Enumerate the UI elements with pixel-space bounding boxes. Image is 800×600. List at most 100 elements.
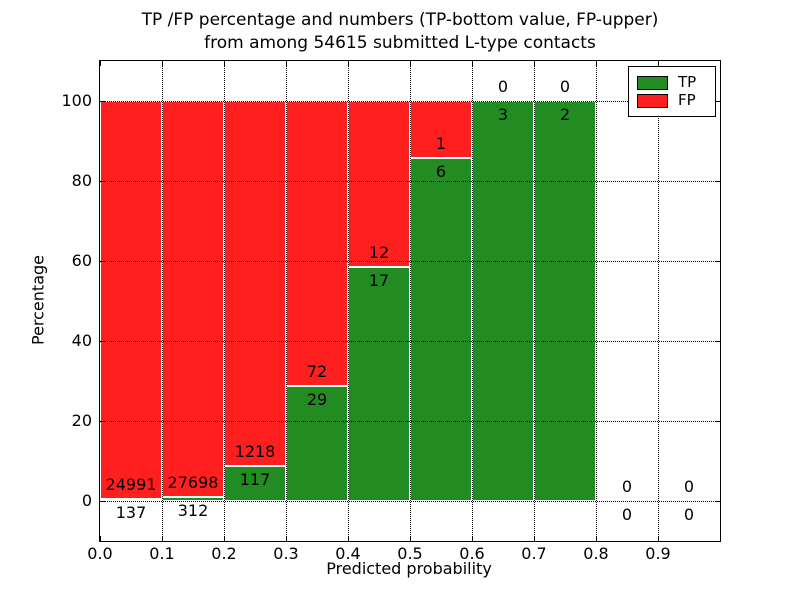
bar-count-label-tp: 3: [497, 105, 509, 124]
x-tick-mark-bottom: [596, 536, 597, 541]
bar-count-label-fp: 12: [368, 242, 390, 262]
bar-count-label-fp: 72: [306, 362, 328, 382]
bar-count-label-fp: 24991: [105, 474, 157, 494]
bar-segment-tp: [410, 158, 472, 501]
bar-segment-fp: [348, 101, 410, 267]
y-tick-mark-left: [100, 181, 105, 182]
x-tick-mark-bottom: [658, 536, 659, 541]
plot-area: 24991 137 27698 312 1218 117 72 29 12 17 1 6 0 3 0 2 0 0 0…: [61, 60, 721, 563]
legend-swatch-tp-icon: [637, 75, 668, 90]
x-tick-mark-top: [534, 61, 535, 66]
bar-segment-tp: [472, 101, 534, 501]
bar-count-label-tp: 0: [621, 505, 633, 524]
bar-segment-tp: [224, 465, 286, 501]
y-tick-label: 0: [81, 491, 92, 510]
x-tick-mark-bottom: [348, 536, 349, 541]
bar-count-label-tp: 2: [559, 105, 571, 124]
x-tick-label: 0.4: [335, 544, 361, 563]
x-tick-mark-bottom: [162, 536, 163, 541]
x-tick-label: 0.1: [149, 544, 175, 563]
x-tick-label: 0.2: [211, 544, 237, 563]
x-tick-mark-top: [162, 61, 163, 66]
bar-count-label-fp: 0: [559, 77, 571, 96]
x-tick-mark-bottom: [100, 536, 101, 541]
x-tick-mark-bottom: [472, 536, 473, 541]
x-tick-mark-top: [658, 61, 659, 66]
chart-title-line-2: from among 54615 submitted L-type contac…: [204, 33, 596, 53]
x-axis-label: Predicted probability: [326, 559, 492, 578]
x-tick-label: 0.9: [645, 544, 671, 563]
x-tick-label: 0.8: [583, 544, 609, 563]
y-tick-label: 20: [71, 411, 92, 430]
x-tick-mark-top: [224, 61, 225, 66]
y-tick-mark-right: [715, 101, 720, 102]
gridline-vertical: [657, 61, 659, 541]
y-tick-mark-right: [715, 421, 720, 422]
bar-count-label-tp: 17: [368, 270, 390, 290]
bar-count-label-fp: 1218: [234, 441, 276, 461]
x-tick-label: 0.3: [273, 544, 299, 563]
y-tick-label: 40: [71, 331, 92, 350]
gridline-vertical: [533, 61, 535, 541]
legend-entry-fp: FP: [637, 92, 715, 109]
chart-title: TP /FP percentage and numbers (TP-bottom…: [0, 9, 800, 55]
y-tick-mark-left: [100, 101, 105, 102]
y-tick-mark-left: [100, 261, 105, 262]
y-tick-mark-left: [100, 501, 105, 502]
gridline-vertical: [347, 61, 349, 541]
bar-count-label-tp: 29: [306, 390, 328, 410]
bar-count-label-fp: 0: [621, 477, 633, 496]
bar-segment-tp: [286, 386, 348, 501]
gridline-vertical: [161, 61, 163, 541]
x-tick-label: 0.5: [397, 544, 423, 563]
bar-count-label-tp: 117: [239, 469, 271, 489]
bar-segment-fp: [162, 101, 224, 497]
gridline-vertical: [595, 61, 597, 541]
x-tick-mark-top: [100, 61, 101, 66]
x-tick-mark-bottom: [410, 536, 411, 541]
y-tick-mark-left: [100, 421, 105, 422]
x-tick-mark-bottom: [224, 536, 225, 541]
y-tick-label: 80: [71, 171, 92, 190]
x-tick-label: 0.7: [521, 544, 547, 563]
bar-count-label-tp: 0: [683, 505, 695, 524]
bar-count-label-fp: 0: [683, 477, 695, 496]
bar-segment-fp: [100, 101, 162, 499]
gridline-vertical: [223, 61, 225, 541]
y-tick-mark-right: [715, 261, 720, 262]
legend-swatch-fp-icon: [637, 93, 668, 108]
bar-count-label-tp: 6: [435, 162, 447, 182]
x-tick-mark-top: [472, 61, 473, 66]
chart-title-line-1: TP /FP percentage and numbers (TP-bottom…: [141, 10, 659, 30]
gridline-vertical: [285, 61, 287, 541]
legend: TP FP: [628, 66, 716, 117]
x-tick-mark-top: [410, 61, 411, 66]
y-tick-mark-right: [715, 341, 720, 342]
bar-count-label-tp: 312: [177, 500, 209, 520]
legend-entry-tp: TP: [637, 74, 715, 91]
bar-count-label-tp: 137: [115, 502, 147, 522]
bar-count-label-fp: 27698: [167, 472, 219, 492]
y-tick-mark-right: [715, 181, 720, 182]
bar-count-label-fp: 0: [497, 77, 509, 96]
bar-segment-tp: [534, 101, 596, 501]
x-tick-mark-top: [286, 61, 287, 66]
legend-label-fp: FP: [678, 91, 696, 109]
x-tick-mark-top: [596, 61, 597, 66]
y-tick-label: 60: [71, 251, 92, 270]
y-tick-mark-left: [100, 341, 105, 342]
bar-segment-tp: [348, 266, 410, 501]
gridline-vertical: [471, 61, 473, 541]
y-axis-label: Percentage: [28, 254, 48, 346]
gridline-vertical: [409, 61, 411, 541]
bar-segment-fp: [224, 101, 286, 466]
x-tick-label: 0.6: [459, 544, 485, 563]
bar-segment-fp: [286, 101, 348, 387]
x-tick-mark-bottom: [534, 536, 535, 541]
x-tick-mark-bottom: [286, 536, 287, 541]
bar-count-label-fp: 1: [435, 134, 447, 154]
x-tick-label: 0.0: [87, 544, 113, 563]
x-tick-mark-top: [348, 61, 349, 66]
y-tick-label: 100: [61, 91, 92, 110]
